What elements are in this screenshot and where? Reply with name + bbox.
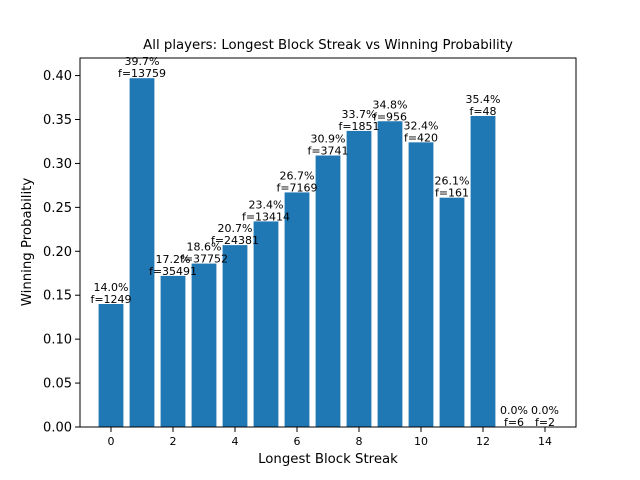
bar-pct-label: 0.0% [531,404,559,417]
bar-pct-label: 26.7% [280,169,315,182]
bar-pct-label: 34.8% [373,98,408,111]
y-axis: 0.00 0.05 0.10 0.15 0.20 0.25 0.30 0.35 0.40 [43,69,80,436]
bar-pct-label: 0.0% [500,404,528,417]
bar [98,304,124,427]
bar [284,192,310,427]
bar [222,245,248,427]
bar-freq-label: f=37752 [180,253,228,266]
bar-pct-label: 30.9% [311,133,346,146]
bar-freq-label: f=2 [535,416,555,429]
bar-freq-label: f=1851 [338,120,379,133]
x-tick-label: 6 [294,435,301,448]
y-tick-label: 0.25 [43,201,72,216]
bar-pct-label: 33.7% [342,108,377,121]
bars-layer [98,78,496,428]
bar-pct-label: 26.1% [435,175,470,188]
bar [408,142,434,428]
bar-freq-label: f=35491 [149,265,197,278]
bar-freq-label: f=24381 [211,234,259,247]
x-axis: 0 2 4 6 8 10 12 14 [108,427,552,448]
chart-title: All players: Longest Block Streak vs Win… [143,38,513,53]
bar-freq-label: f=13414 [242,210,290,223]
y-tick-label: 0.20 [43,245,72,260]
bar-freq-label: f=3741 [307,145,348,158]
bar-freq-label: f=13759 [118,67,166,80]
bar-freq-label: f=6 [504,416,524,429]
x-tick-label: 12 [476,435,490,448]
bar-freq-label: f=420 [404,131,438,144]
bar [377,121,403,427]
y-tick-label: 0.40 [43,69,72,84]
bar [160,275,186,427]
y-axis-title: Winning Probability [20,178,35,307]
bar-freq-label: f=1249 [90,293,131,306]
bar-pct-label: 18.6% [187,241,222,254]
plot-frame [79,57,577,428]
bar [315,155,341,427]
x-tick-label: 4 [232,435,239,448]
bar-freq-label: f=48 [469,105,496,118]
x-axis-title: Longest Block Streak [258,452,398,467]
bar-labels-layer: 14.0%f=124939.7%f=1375917.2%f=3549118.6%… [90,55,559,429]
bar [129,78,155,427]
bar-freq-label: f=7169 [276,181,317,194]
x-tick-label: 10 [414,435,428,448]
y-tick-label: 0.15 [43,289,72,304]
bar-pct-label: 14.0% [94,281,129,294]
bar-pct-label: 35.4% [466,93,501,106]
bar-pct-label: 32.4% [404,119,439,132]
y-tick-label: 0.35 [43,113,72,128]
y-tick-label: 0.10 [43,333,72,348]
bar [346,130,372,427]
bar-freq-label: f=956 [373,110,407,123]
x-tick-label: 0 [108,435,115,448]
bar-freq-label: f=161 [435,187,469,200]
bar [191,263,217,427]
bar-pct-label: 20.7% [218,222,253,235]
x-tick-label: 2 [170,435,177,448]
y-tick-label: 0.30 [43,157,72,172]
bar [439,197,465,427]
x-tick-label: 14 [538,435,552,448]
bar-pct-label: 17.2% [156,253,191,266]
bar-pct-label: 23.4% [249,198,284,211]
bar [253,221,279,427]
y-tick-label: 0.05 [43,377,72,392]
x-tick-label: 8 [356,435,363,448]
bar [470,115,496,427]
y-tick-label: 0.00 [43,421,72,436]
